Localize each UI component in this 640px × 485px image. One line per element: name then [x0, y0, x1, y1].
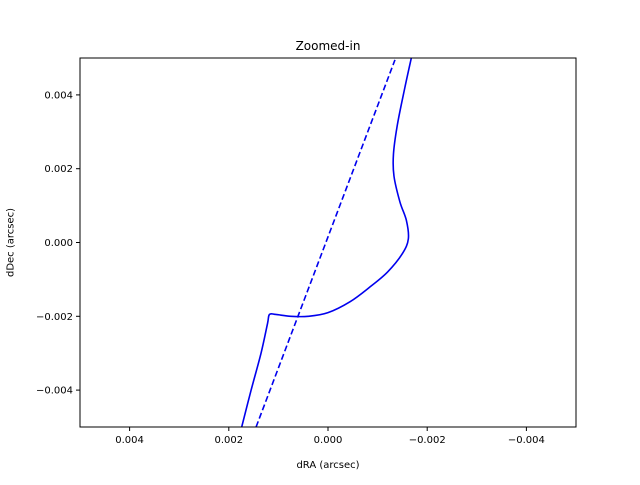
y-tick-label: −0.002	[36, 312, 73, 323]
chart-title: Zoomed-in	[296, 39, 361, 53]
y-axis-label: dDec (arcsec)	[6, 208, 17, 277]
y-tick-label: 0.002	[44, 164, 73, 175]
dashed-series-line	[255, 59, 396, 427]
series-layer	[240, 58, 413, 427]
x-tick-label: −0.002	[409, 435, 446, 446]
ticks-layer: 0.004 0.002 0.000 −0.002 −0.004 0.004 0.002 0.0…	[36, 90, 545, 446]
plot-frame	[79, 57, 577, 428]
x-axis-label: dRA (arcsec)	[296, 460, 359, 471]
x-tick-label: −0.004	[508, 435, 545, 446]
y-tick-label: −0.004	[36, 386, 73, 397]
x-tick-label: 0.002	[214, 435, 243, 446]
x-tick-label: 0.004	[115, 435, 144, 446]
y-tick-label: 0.000	[44, 238, 73, 249]
solid-series-line	[240, 58, 413, 427]
x-tick-label: 0.000	[314, 435, 343, 446]
y-tick-label: 0.004	[44, 90, 73, 101]
